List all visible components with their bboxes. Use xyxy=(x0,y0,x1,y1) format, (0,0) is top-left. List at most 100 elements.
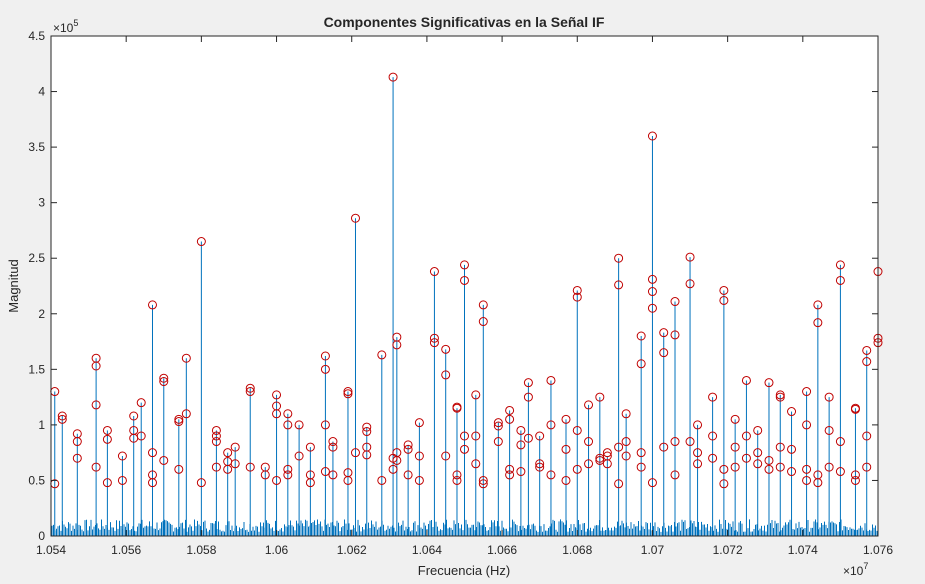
peak-marker xyxy=(343,389,353,399)
peak-marker xyxy=(685,279,695,289)
peak-marker xyxy=(693,420,703,430)
peak-marker xyxy=(614,253,624,263)
peak-marker xyxy=(850,475,860,485)
peak-marker xyxy=(775,442,785,452)
peak-marker xyxy=(730,442,740,452)
peak-marker xyxy=(595,392,605,402)
peak-marker xyxy=(802,464,812,474)
peak-marker xyxy=(835,260,845,270)
peak-marker xyxy=(117,451,127,461)
peak-marker xyxy=(283,464,293,474)
peak-marker xyxy=(91,361,101,371)
peak-marker xyxy=(72,453,82,463)
peak-marker xyxy=(835,437,845,447)
peak-marker xyxy=(196,237,206,247)
peak-marker xyxy=(403,444,413,454)
peak-marker xyxy=(471,459,481,469)
peak-marker xyxy=(429,333,439,343)
peak-marker xyxy=(741,453,751,463)
peak-marker xyxy=(730,462,740,472)
peak-marker xyxy=(862,357,872,367)
peak-marker xyxy=(719,295,729,305)
peak-marker xyxy=(813,300,823,310)
peak-marker xyxy=(403,470,413,480)
peak-marker xyxy=(272,409,282,419)
peak-marker xyxy=(159,373,169,383)
peak-marker xyxy=(670,437,680,447)
peak-marker xyxy=(102,434,112,444)
peak-marker xyxy=(478,300,488,310)
peak-marker xyxy=(230,442,240,452)
peak-marker xyxy=(493,421,503,431)
peak-marker xyxy=(362,450,372,460)
peak-marker xyxy=(245,383,255,393)
peak-marker xyxy=(523,378,533,388)
peak-marker xyxy=(546,420,556,430)
peak-marker xyxy=(636,448,646,458)
y-tick-label: 4 xyxy=(38,85,45,99)
peak-marker xyxy=(708,431,718,441)
peak-marker xyxy=(584,400,594,410)
peak-marker xyxy=(460,275,469,285)
peak-marker xyxy=(787,467,797,477)
peak-marker xyxy=(764,455,774,465)
peak-marker xyxy=(493,437,503,447)
peak-marker xyxy=(478,479,488,489)
peak-marker xyxy=(471,390,481,400)
peak-marker xyxy=(460,260,469,270)
peak-marker xyxy=(862,431,872,441)
peak-marker xyxy=(136,398,146,408)
peak-marker xyxy=(478,317,488,327)
peak-marker xyxy=(862,462,872,472)
peak-marker xyxy=(471,431,481,441)
peak-marker xyxy=(753,425,763,435)
peak-marker xyxy=(305,478,315,488)
x-tick-label: 1.054 xyxy=(36,543,66,557)
peak-marker xyxy=(621,451,631,461)
peak-marker xyxy=(91,462,101,472)
peak-marker xyxy=(636,462,646,472)
peak-marker xyxy=(223,464,233,474)
peak-marker xyxy=(862,345,872,355)
peak-marker xyxy=(377,475,387,485)
peak-marker xyxy=(516,425,526,435)
peak-marker xyxy=(147,300,157,310)
x-tick-label: 1.074 xyxy=(788,543,818,557)
peak-marker xyxy=(388,464,398,474)
peak-marker xyxy=(693,459,703,469)
peak-marker xyxy=(647,303,657,313)
peak-marker xyxy=(685,437,695,447)
peak-marker xyxy=(824,462,834,472)
ticks-layer: 1.054 1.056 1.058 1.06 1.062 1.064 1.066 1.068 1… xyxy=(28,29,893,557)
peak-marker xyxy=(546,470,556,480)
peak-marker xyxy=(403,440,413,450)
y-tick-label: 2 xyxy=(38,307,45,321)
peak-marker xyxy=(159,377,169,387)
peak-marker xyxy=(283,470,293,480)
peak-marker xyxy=(775,390,785,400)
peak-marker xyxy=(72,437,82,447)
peak-marker xyxy=(136,431,146,441)
peak-marker xyxy=(441,370,451,380)
peak-marker xyxy=(647,131,657,141)
peak-marker xyxy=(260,470,270,480)
peak-marker xyxy=(343,387,353,397)
peak-marker xyxy=(572,292,582,302)
peak-marker xyxy=(414,418,424,428)
peak-marker xyxy=(787,407,797,417)
peak-marker xyxy=(91,400,101,410)
peak-marker xyxy=(659,442,669,452)
peak-marker xyxy=(561,475,571,485)
x-tick-label: 1.064 xyxy=(412,543,442,557)
peak-marker xyxy=(505,405,515,415)
peak-marker xyxy=(493,418,503,428)
peak-marker xyxy=(730,414,740,424)
peak-marker xyxy=(595,455,605,465)
x-tick-label: 1.072 xyxy=(713,543,743,557)
peak-marker xyxy=(647,274,657,284)
peak-marker xyxy=(602,459,612,469)
y-tick-label: 2.5 xyxy=(28,251,45,265)
peak-marker xyxy=(441,451,451,461)
peak-marker xyxy=(328,442,338,452)
peak-marker xyxy=(813,318,823,328)
